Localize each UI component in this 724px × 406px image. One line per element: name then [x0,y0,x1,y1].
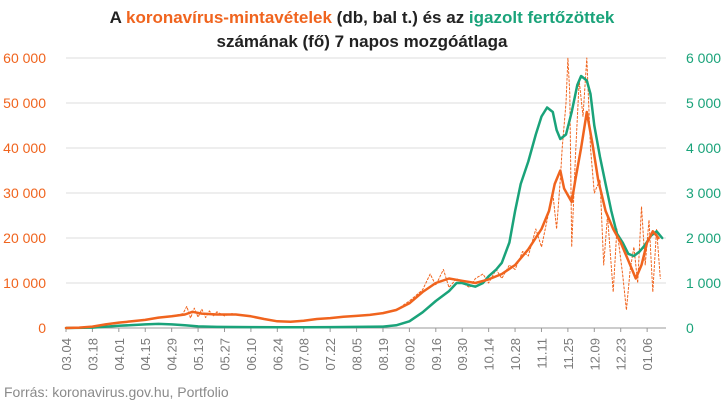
x-tick-label: 03.18 [85,338,100,371]
y-left-tick-label: 30 000 [3,185,46,201]
title-tests-label: koronavírus-mintavételek [125,8,332,27]
title-middle: (db, bal t.) és az [331,8,469,27]
x-tick-label: 05.27 [217,338,232,371]
x-tick-label: 07.08 [297,338,312,371]
y-right-tick-label: 6 000 [686,50,721,66]
source-note: Forrás: koronavirus.gov.hu, Portfolio [4,384,229,400]
x-tick-label: 12.23 [614,338,629,371]
title-line-1: A koronavírus-mintavételek (db, bal t.) … [0,6,724,30]
y-right-tick-label: 1 000 [686,275,721,291]
y-right-tick-label: 5 000 [686,95,721,111]
y-left-tick-label: 0 [38,320,46,336]
y-right-tick-label: 3 000 [686,185,721,201]
x-tick-label: 04.29 [165,338,180,371]
x-tick-label: 01.06 [640,338,655,371]
x-tick-label: 10.28 [508,338,523,371]
title-line-2: számának (fő) 7 napos mozgóátlaga [216,32,508,51]
x-tick-label: 06.10 [244,338,259,371]
x-tick-label: 12.09 [587,338,602,371]
x-tick-label: 04.15 [138,338,153,371]
x-tick-label: 10.14 [482,338,497,371]
x-tick-label: 09.30 [455,338,470,371]
x-tick-label: 06.24 [270,338,285,371]
x-tick-label: 03.04 [59,338,74,371]
x-tick-label: 09.02 [402,338,417,371]
title-cases-label: igazolt fertőzöttek [468,8,615,27]
tests-7day-average-line [64,110,660,330]
y-left-tick-label: 10 000 [3,275,46,291]
y-right-tick-label: 2 000 [686,230,721,246]
y-left-tick-label: 20 000 [3,230,46,246]
y-left-tick-label: 60 000 [3,50,46,66]
y-right-tick-label: 4 000 [686,140,721,156]
x-tick-label: 11.11 [534,338,549,369]
tests-daily-line [65,57,661,329]
x-tick-label: 07.22 [323,338,338,371]
x-tick-label: 11.25 [561,338,576,370]
cases-7day-average-line [64,74,664,330]
x-tick-label: 08.05 [350,338,365,371]
x-tick-label: 09.16 [429,338,444,371]
x-tick-label: 05.13 [191,338,206,371]
title-prefix: A [109,8,126,27]
y-left-tick-label: 40 000 [3,140,46,156]
y-right-tick-label: 0 [686,320,694,336]
y-left-tick-label: 50 000 [3,95,46,111]
x-tick-label: 04.01 [112,338,127,371]
chart-title: A koronavírus-mintavételek (db, bal t.) … [0,6,724,54]
x-tick-label: 08.19 [376,338,391,371]
